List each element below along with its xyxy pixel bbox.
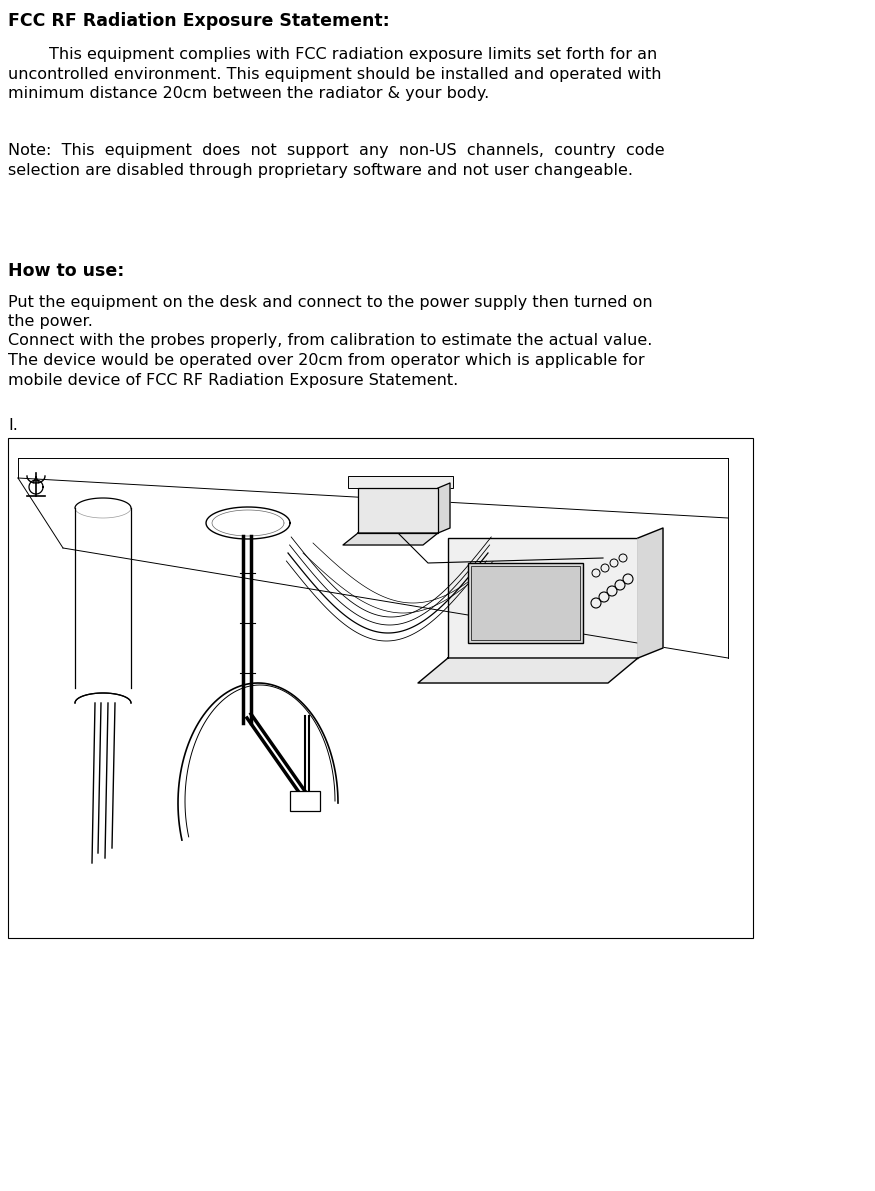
Text: mobile device of FCC RF Radiation Exposure Statement.: mobile device of FCC RF Radiation Exposu…: [8, 373, 458, 387]
Text: uncontrolled environment. This equipment should be installed and operated with: uncontrolled environment. This equipment…: [8, 67, 662, 81]
Polygon shape: [438, 484, 450, 534]
Polygon shape: [638, 528, 663, 657]
Text: This equipment complies with FCC radiation exposure limits set forth for an: This equipment complies with FCC radiati…: [8, 46, 657, 62]
Bar: [8, 438, 753, 939]
Text: The device would be operated over 20cm from operator which is applicable for: The device would be operated over 20cm f…: [8, 353, 645, 368]
Bar: [448, 538, 638, 657]
Text: How to use:: How to use:: [8, 262, 124, 281]
Text: I.: I.: [8, 418, 18, 434]
Text: minimum distance 20cm between the radiator & your body.: minimum distance 20cm between the radiat…: [8, 86, 489, 101]
Text: Connect with the probes properly, from calibration to estimate the actual value.: Connect with the probes properly, from c…: [8, 333, 653, 349]
Bar: [358, 488, 438, 534]
Bar: [290, 791, 320, 811]
Text: Put the equipment on the desk and connect to the power supply then turned on: Put the equipment on the desk and connec…: [8, 294, 653, 310]
Bar: [468, 563, 583, 643]
Text: the power.: the power.: [8, 314, 93, 329]
Bar: [348, 476, 453, 488]
Text: Note:  This  equipment  does  not  support  any  non-US  channels,  country  cod: Note: This equipment does not support an…: [8, 143, 665, 158]
Polygon shape: [418, 657, 638, 682]
Bar: [471, 566, 580, 640]
Text: FCC RF Radiation Exposure Statement:: FCC RF Radiation Exposure Statement:: [8, 12, 389, 30]
Text: selection are disabled through proprietary software and not user changeable.: selection are disabled through proprieta…: [8, 163, 633, 177]
Polygon shape: [343, 534, 438, 545]
